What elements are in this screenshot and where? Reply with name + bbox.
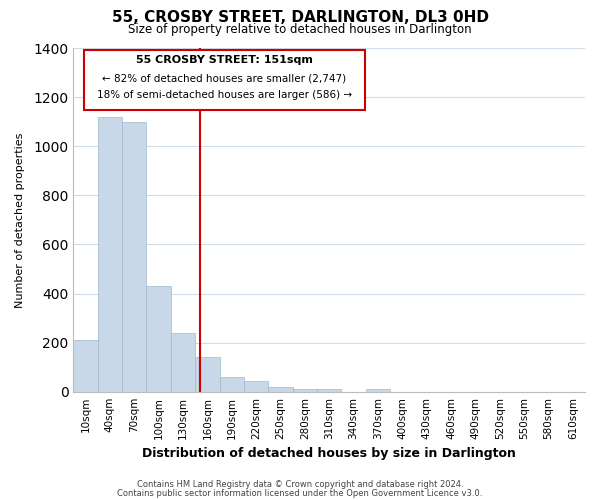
FancyBboxPatch shape xyxy=(83,50,365,110)
Bar xyxy=(317,390,341,392)
Text: 55, CROSBY STREET, DARLINGTON, DL3 0HD: 55, CROSBY STREET, DARLINGTON, DL3 0HD xyxy=(112,10,488,25)
Bar xyxy=(268,387,293,392)
Text: Contains public sector information licensed under the Open Government Licence v3: Contains public sector information licen… xyxy=(118,488,482,498)
Bar xyxy=(366,390,390,392)
Bar xyxy=(171,333,195,392)
Bar xyxy=(293,389,317,392)
Bar xyxy=(98,117,122,392)
Text: 18% of semi-detached houses are larger (586) →: 18% of semi-detached houses are larger (… xyxy=(97,90,352,101)
X-axis label: Distribution of detached houses by size in Darlington: Distribution of detached houses by size … xyxy=(142,447,516,460)
Text: Size of property relative to detached houses in Darlington: Size of property relative to detached ho… xyxy=(128,22,472,36)
Bar xyxy=(122,122,146,392)
Bar xyxy=(220,377,244,392)
Bar xyxy=(73,340,98,392)
Bar xyxy=(195,358,220,392)
Text: 55 CROSBY STREET: 151sqm: 55 CROSBY STREET: 151sqm xyxy=(136,55,313,65)
Bar xyxy=(244,381,268,392)
Y-axis label: Number of detached properties: Number of detached properties xyxy=(15,132,25,308)
Bar xyxy=(146,286,171,392)
Text: ← 82% of detached houses are smaller (2,747): ← 82% of detached houses are smaller (2,… xyxy=(102,73,346,83)
Text: Contains HM Land Registry data © Crown copyright and database right 2024.: Contains HM Land Registry data © Crown c… xyxy=(137,480,463,489)
